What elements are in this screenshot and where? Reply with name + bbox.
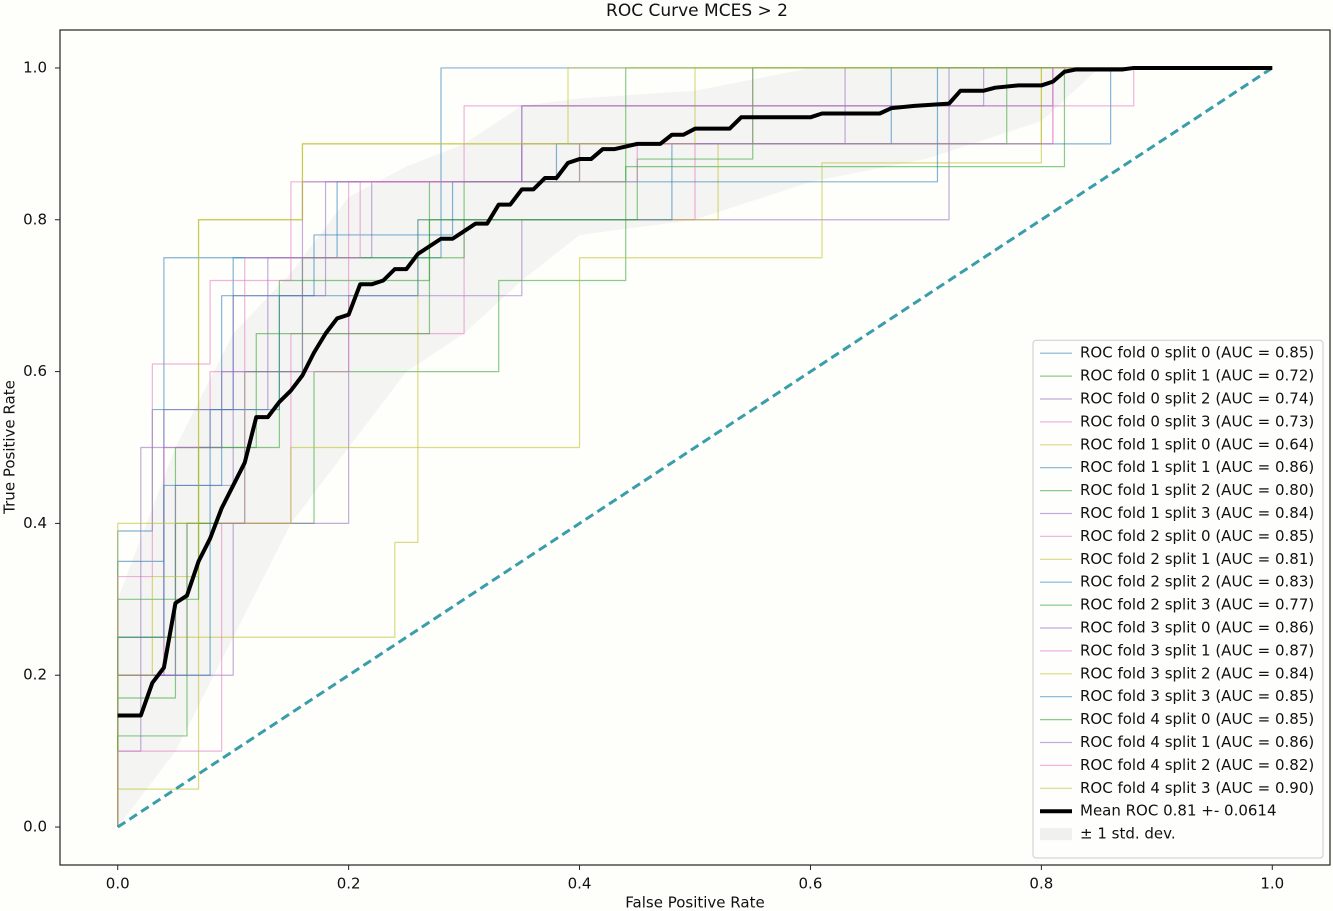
legend-label: ROC fold 2 split 0 (AUC = 0.85) (1080, 527, 1314, 545)
legend-label: ROC fold 4 split 2 (AUC = 0.82) (1080, 756, 1314, 774)
mean-roc-line (117, 65, 1273, 718)
legend-label: ROC fold 2 split 3 (AUC = 0.77) (1080, 596, 1314, 614)
legend-box (1032, 339, 1324, 859)
legend-label: ± 1 std. dev. (1080, 825, 1176, 843)
x-tick-label: 0.2 (337, 875, 361, 893)
x-tick-label: 0.8 (1029, 875, 1053, 893)
legend-label: ROC fold 3 split 3 (AUC = 0.85) (1080, 687, 1314, 705)
legend-label: ROC fold 2 split 1 (AUC = 0.81) (1080, 550, 1314, 568)
fold-roc-line (117, 67, 1273, 828)
x-tick-label: 0.4 (568, 875, 592, 893)
y-tick-label: 0.4 (23, 514, 47, 532)
legend-label: ROC fold 0 split 0 (AUC = 0.85) (1080, 344, 1314, 362)
legend-label: ROC fold 4 split 0 (AUC = 0.85) (1080, 710, 1314, 728)
legend-label: ROC fold 4 split 1 (AUC = 0.86) (1080, 733, 1314, 751)
legend-label: ROC fold 1 split 2 (AUC = 0.80) (1080, 481, 1314, 499)
legend-label: Mean ROC 0.81 +- 0.0614 (1080, 802, 1277, 820)
legend-label: ROC fold 3 split 0 (AUC = 0.86) (1080, 619, 1314, 637)
legend-label: ROC fold 1 split 0 (AUC = 0.64) (1080, 435, 1314, 453)
y-tick-label: 0.6 (23, 362, 47, 380)
legend-label: ROC fold 3 split 1 (AUC = 0.87) (1080, 641, 1314, 659)
x-axis-label: False Positive Rate (625, 894, 764, 911)
x-tick-label: 0.0 (106, 875, 130, 893)
y-tick-label: 0.0 (23, 818, 47, 836)
legend-label: ROC fold 0 split 3 (AUC = 0.73) (1080, 412, 1314, 430)
y-tick-label: 0.2 (23, 666, 47, 684)
legend-label: ROC fold 4 split 3 (AUC = 0.90) (1080, 779, 1314, 797)
fold-roc-line (117, 67, 1273, 828)
fold-roc-line (117, 67, 1273, 828)
legend-label: ROC fold 1 split 3 (AUC = 0.84) (1080, 504, 1314, 522)
fold-roc-line (117, 67, 1273, 828)
plot-frame (59, 29, 1331, 866)
fold-roc-line (117, 67, 1273, 828)
x-tick-label: 0.6 (799, 875, 823, 893)
legend-label: ROC fold 3 split 2 (AUC = 0.84) (1080, 664, 1314, 682)
chance-line (116, 66, 1274, 829)
legend-label: ROC fold 0 split 1 (AUC = 0.72) (1080, 367, 1314, 385)
y-tick-label: 0.8 (23, 210, 47, 228)
y-tick-label: 1.0 (23, 58, 47, 76)
legend-label: ROC fold 2 split 2 (AUC = 0.83) (1080, 573, 1314, 591)
y-axis-label: True Positive Rate (1, 380, 19, 515)
fold-roc-line (117, 67, 1273, 828)
chart-title: ROC Curve MCES > 2 (606, 1, 788, 21)
legend-swatch (1040, 828, 1072, 841)
x-tick-label: 1.0 (1260, 875, 1284, 893)
fold-roc-line (117, 67, 1273, 828)
legend-label: ROC fold 1 split 1 (AUC = 0.86) (1080, 458, 1314, 476)
legend-label: ROC fold 0 split 2 (AUC = 0.74) (1080, 390, 1314, 408)
